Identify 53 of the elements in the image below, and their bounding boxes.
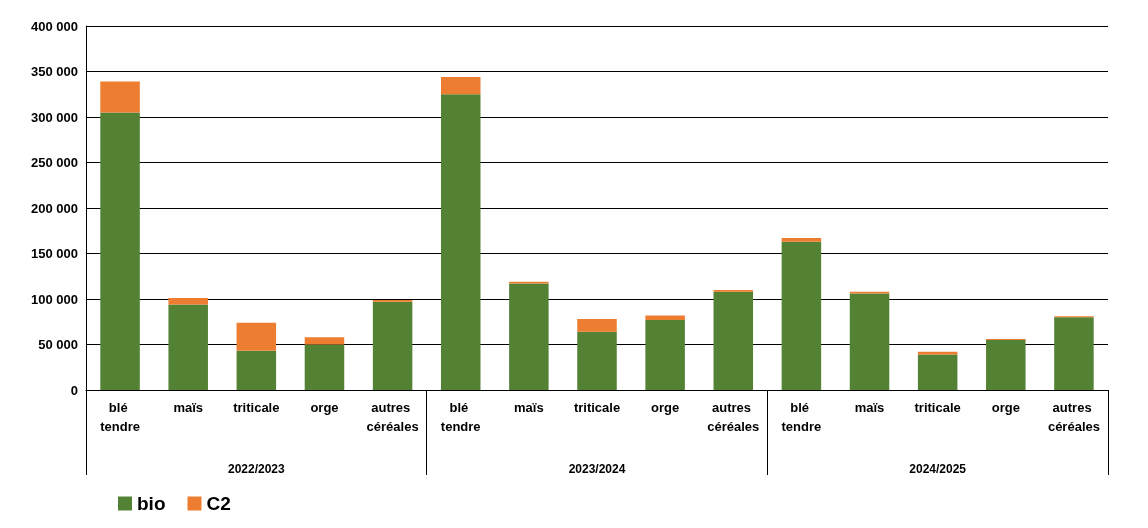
bar xyxy=(986,339,1026,390)
x-tick-label: maïs xyxy=(854,400,885,415)
bar xyxy=(236,322,277,351)
bar xyxy=(509,283,549,390)
y-tick-label: 350 000 xyxy=(31,64,78,79)
text: 2022/2023 xyxy=(227,462,286,476)
bar xyxy=(440,94,481,390)
bar xyxy=(781,241,822,390)
bar xyxy=(645,315,685,320)
bar xyxy=(1054,317,1094,390)
bar xyxy=(917,351,958,355)
bar xyxy=(304,344,345,390)
x-tick-label: triticale xyxy=(573,400,621,415)
bar xyxy=(577,331,617,390)
legend-label: C2 xyxy=(206,493,231,514)
x-tick-label: blé tendre xyxy=(440,400,481,434)
bar xyxy=(236,350,277,390)
x-tick-label: orge xyxy=(651,400,680,415)
bar xyxy=(849,293,890,390)
bar xyxy=(100,112,140,390)
bar xyxy=(304,337,345,345)
x-tick-label: maïs xyxy=(173,400,204,415)
y-tick-label: 300 000 xyxy=(31,109,78,125)
y-tick-label: 250 000 xyxy=(31,155,78,170)
x-tick-label: orge xyxy=(310,400,339,415)
y-tick-label: 50 000 xyxy=(38,337,78,352)
x-tick-label: autres céréales xyxy=(707,400,760,434)
x-tick-label: blé tendre xyxy=(781,400,822,434)
bar xyxy=(168,298,208,305)
y-tick-label: 150 000 xyxy=(31,246,78,261)
bar xyxy=(168,304,208,390)
y-tick-label: 200 000 xyxy=(31,200,78,216)
y-tick-label: 100 000 xyxy=(31,291,78,307)
x-tick-label: blé tendre xyxy=(100,400,140,434)
bar xyxy=(917,354,958,390)
text: 2023/2024 xyxy=(568,462,626,476)
bar xyxy=(645,319,685,390)
bar xyxy=(100,81,140,113)
bar xyxy=(577,319,617,332)
bar xyxy=(440,76,481,95)
x-tick-label: autres céréales xyxy=(366,400,419,434)
x-tick-label: maïs xyxy=(514,400,544,415)
text: 2024/2025 xyxy=(909,462,967,476)
legend-label: bio xyxy=(137,493,166,514)
y-tick-label: 400 000 xyxy=(31,18,78,34)
x-tick-label: autres céréales xyxy=(1047,400,1100,434)
x-tick-label: orge xyxy=(991,400,1020,415)
bar xyxy=(713,291,754,390)
bar xyxy=(781,238,822,242)
x-tick-label: triticale xyxy=(914,400,961,415)
bar xyxy=(372,301,413,390)
x-tick-label: triticale xyxy=(233,400,280,415)
y-tick-label: 0 xyxy=(70,382,78,398)
